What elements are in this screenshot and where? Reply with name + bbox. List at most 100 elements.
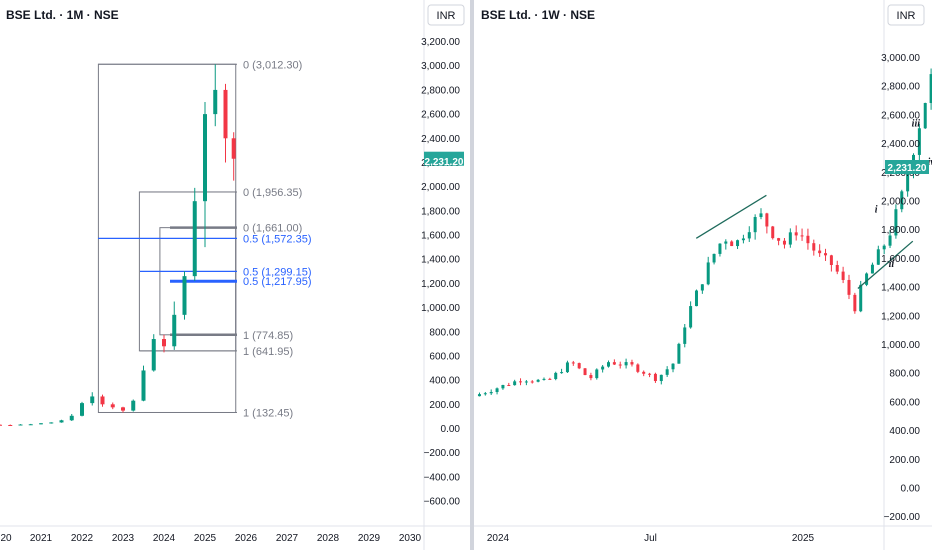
weekly-candle-body <box>835 265 839 272</box>
left-last-price-tag: 2,231.20 <box>424 151 464 168</box>
weekly-candle-body <box>724 241 728 244</box>
weekly-candle-body <box>700 284 704 291</box>
right-price-tick: 400.00 <box>889 426 920 437</box>
monthly-candle-body <box>141 370 146 401</box>
elliott-wave-label: iii <box>912 118 921 129</box>
left-fib-midlines[interactable] <box>98 63 237 413</box>
weekly-candle-body <box>694 290 698 307</box>
weekly-candle-body <box>706 262 710 285</box>
right-price-tick: 1,600.00 <box>881 254 920 265</box>
right-last-price-text: 2,231.20 <box>888 163 927 174</box>
weekly-candle-body <box>513 381 517 386</box>
left-currency-label: INR <box>437 10 456 22</box>
monthly-candle-body <box>110 404 115 408</box>
weekly-candle-body <box>642 371 646 374</box>
left-chart-pane[interactable]: BSE Ltd. · 1M · NSE INR 0 (3,012.30) 0 (1… <box>0 0 470 550</box>
fib-level-label: 0 (1,661.00) <box>243 223 302 235</box>
weekly-candle-body <box>565 362 569 373</box>
monthly-candle-body <box>80 403 84 416</box>
left-time-tick: 2023 <box>112 533 135 544</box>
weekly-candle-body <box>853 294 857 312</box>
monthly-candle-body <box>162 339 166 347</box>
monthly-candle-body <box>151 339 156 371</box>
weekly-candle-body <box>888 235 892 246</box>
fib-level-label: 1 (641.95) <box>243 346 293 358</box>
left-time-tick: 2024 <box>153 533 176 544</box>
monthly-candle-body <box>49 422 54 424</box>
weekly-candle-body <box>636 364 640 372</box>
right-chart-pane[interactable]: BSE Ltd. · 1W · NSE INR viiiiviii 3,000.… <box>474 0 932 550</box>
left-last-price-text: 2,231.20 <box>425 157 464 168</box>
monthly-candle-body <box>18 424 23 426</box>
weekly-candle-body <box>859 284 863 312</box>
left-time-tick: 2027 <box>276 533 299 544</box>
left-price-tick: 1,200.00 <box>421 279 460 290</box>
left-fib-labels: 0 (3,012.30)0 (1,956.35)0 (1,661.00)0.5 … <box>243 59 312 419</box>
weekly-candle-body <box>870 264 874 274</box>
left-time-tick: 2021 <box>30 533 53 544</box>
weekly-candle-body <box>648 373 652 375</box>
right-price-tick: 1,800.00 <box>881 225 920 236</box>
weekly-candle-body <box>824 253 828 256</box>
left-price-tick: 1,800.00 <box>421 206 460 217</box>
weekly-candle-body <box>753 217 757 233</box>
weekly-candle-body <box>712 253 716 263</box>
weekly-candle-body <box>583 368 587 376</box>
weekly-candle-body <box>624 362 628 366</box>
weekly-candle-body <box>554 372 558 380</box>
monthly-candle-body <box>8 424 13 426</box>
weekly-candle-body <box>876 249 880 265</box>
right-currency-button[interactable]: INR <box>887 4 925 26</box>
weekly-candle-body <box>530 381 534 383</box>
weekly-candle-body <box>718 243 722 254</box>
weekly-candle-body <box>788 232 792 245</box>
left-price-tick: 1,000.00 <box>421 303 460 314</box>
elliott-wave-label: i <box>875 204 878 215</box>
channel-trend-line <box>695 194 767 239</box>
left-chart-title: BSE Ltd. · 1M · NSE <box>6 8 119 22</box>
weekly-candle-body <box>548 378 552 380</box>
right-price-tick: 1,200.00 <box>881 311 920 322</box>
elliott-wave-label: ii <box>889 259 895 270</box>
left-time-tick: 2030 <box>399 533 422 544</box>
weekly-candle-body <box>841 271 845 280</box>
monthly-candle-body <box>69 415 74 421</box>
left-time-axis[interactable]: 20 2021 2022 2023 2024 2025 2026 2027 2028 2029 20… <box>0 533 421 544</box>
weekly-candle-body <box>847 279 851 295</box>
weekly-candle-body <box>741 238 745 241</box>
right-trend-lines[interactable] <box>695 56 932 425</box>
monthly-candle-body <box>39 423 43 425</box>
left-time-tick: 2029 <box>358 533 381 544</box>
monthly-candle-body <box>100 396 105 405</box>
weekly-candle-body <box>501 385 505 389</box>
monthly-candle-body <box>0 424 2 426</box>
weekly-candle-body <box>812 243 816 251</box>
weekly-candle-body <box>524 381 528 383</box>
weekly-candle-body <box>630 362 634 365</box>
right-price-tick: 3,000.00 <box>881 53 920 64</box>
monthly-candle-body <box>231 138 236 159</box>
right-price-tick: 600.00 <box>889 397 920 408</box>
weekly-candle-body <box>607 362 611 367</box>
elliott-wave-label: iv <box>927 157 932 168</box>
left-price-tick: 1,400.00 <box>421 255 460 266</box>
left-time-tick: 2026 <box>235 533 258 544</box>
left-price-tick: 2,000.00 <box>421 182 460 193</box>
left-price-tick: 200.00 <box>429 400 460 411</box>
right-price-tick: 2,800.00 <box>881 82 920 93</box>
right-time-axis[interactable]: 2024Jul2025Jul2026Jul <box>487 533 932 544</box>
right-chart-title: BSE Ltd. · 1W · NSE <box>481 8 595 22</box>
fib-level-label: 0 (1,956.35) <box>243 187 302 199</box>
pane-divider[interactable] <box>470 0 474 550</box>
right-price-tick: 2,600.00 <box>881 110 920 121</box>
weekly-candle-body <box>542 378 546 380</box>
weekly-candle-body <box>917 128 921 155</box>
left-time-tick: 2028 <box>317 533 340 544</box>
left-price-axis[interactable]: 3,200.00 3,000.00 2,800.00 2,600.00 2,400.00… <box>421 37 460 507</box>
left-currency-button[interactable]: INR <box>427 4 465 26</box>
monthly-candle-body <box>90 396 95 404</box>
fib-level-label: 0.5 (1,299.15) <box>243 266 312 278</box>
monthly-candle-body <box>59 420 64 423</box>
weekly-candle-body <box>923 103 927 129</box>
